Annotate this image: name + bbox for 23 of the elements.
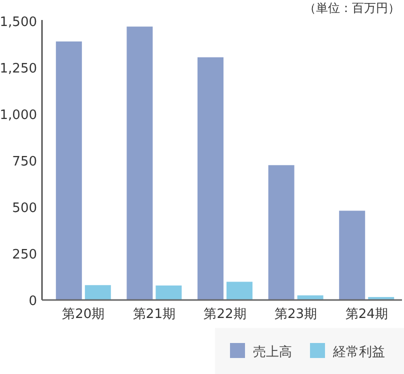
text: （単位：百万円） — [304, 1, 400, 15]
bar — [84, 285, 111, 300]
x-tick-label: 第21期 — [132, 307, 176, 322]
y-tick-label: 1,250 — [0, 62, 37, 76]
x-tick-label: 第22期 — [204, 307, 246, 322]
legend-label: 売上高 — [253, 344, 292, 360]
y-tick-label: 250 — [12, 248, 37, 262]
y-tick-label: 0 — [28, 294, 37, 309]
x-tick-label: 第24期 — [345, 307, 388, 322]
y-tick-label: 750 — [12, 154, 37, 170]
bar — [198, 57, 224, 300]
x-tick-label: 第23期 — [274, 307, 318, 322]
bar — [339, 210, 366, 300]
bar — [268, 165, 294, 300]
bar — [56, 41, 82, 300]
bar — [126, 26, 153, 300]
y-tick-label: 1,000 — [0, 108, 37, 123]
x-tick-label: 第20期 — [62, 307, 105, 322]
bar — [226, 282, 252, 300]
y-tick-label: 500 — [12, 201, 37, 216]
y-tick-label: 1,500 — [0, 15, 37, 30]
bar — [156, 285, 182, 300]
legend-label: 経常利益 — [332, 345, 385, 360]
